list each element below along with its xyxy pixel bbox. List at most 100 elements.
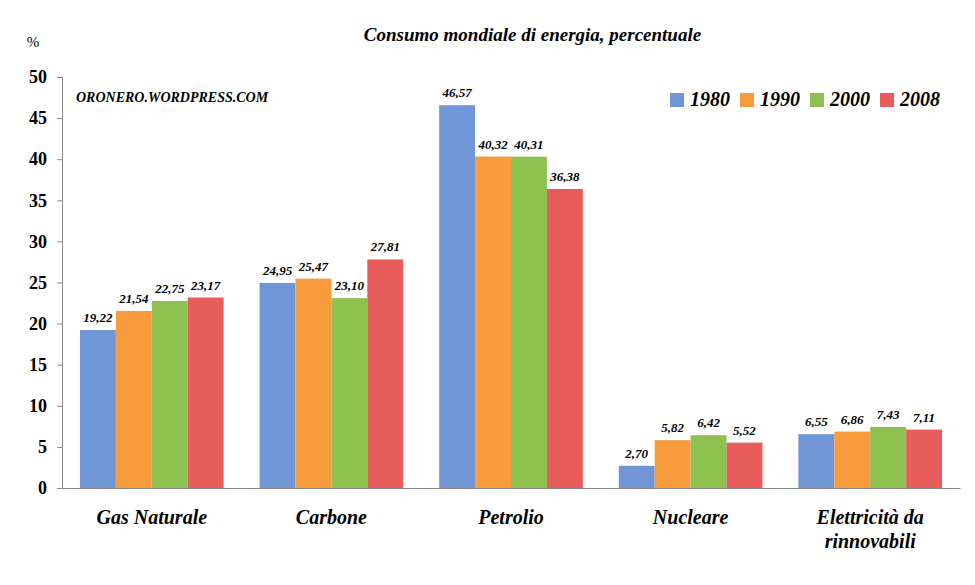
y-tick: 20 — [29, 314, 62, 334]
data-label: 7,11 — [913, 410, 935, 425]
data-label: 24,95 — [262, 263, 293, 278]
data-label: 23,10 — [334, 278, 365, 293]
x-tick: Petrolio — [477, 506, 544, 528]
x-axis: Gas Naturale Carbone Petrolio Nucleare Elett… — [63, 489, 961, 553]
bar — [475, 157, 511, 488]
bar — [655, 440, 691, 488]
bar — [691, 435, 727, 488]
y-tick-mark — [57, 159, 62, 160]
data-label: 27,81 — [370, 239, 400, 254]
legend-label: 2000 — [829, 88, 870, 110]
legend-item: 1990 — [740, 88, 800, 110]
data-label: 46,57 — [441, 85, 472, 100]
y-tick-mark — [57, 200, 62, 201]
legend-label: 1980 — [690, 88, 730, 110]
bar — [906, 430, 942, 488]
y-tick: 5 — [38, 437, 62, 457]
y-tick-mark — [57, 406, 62, 407]
bar — [80, 330, 116, 488]
y-tick-mark — [57, 447, 62, 448]
data-labels: 19,2224,9546,572,706,5521,5425,4740,325,… — [83, 85, 935, 461]
data-label: 40,32 — [477, 137, 508, 152]
bar — [367, 259, 403, 488]
x-tick: Gas Naturale — [97, 506, 208, 528]
y-tick: 0 — [38, 478, 62, 498]
legend-label: 1990 — [760, 88, 800, 110]
legend-swatch — [810, 93, 824, 107]
data-label: 6,42 — [697, 415, 720, 430]
data-label: 22,75 — [154, 281, 185, 296]
data-label: 23,17 — [190, 278, 221, 293]
bar — [152, 301, 188, 488]
series — [116, 157, 870, 488]
legend-item: 2000 — [810, 88, 870, 110]
legend: 1980 1990 2000 2008 — [670, 88, 940, 110]
y-tick-mark — [57, 488, 62, 489]
y-tick-label: 10 — [29, 396, 47, 416]
legend-swatch — [880, 93, 894, 107]
x-axis-line — [63, 488, 961, 489]
bar — [798, 434, 834, 488]
y-tick: 15 — [29, 355, 62, 375]
plot: 0 5 10 15 20 25 30 35 40 45 50 Gas Naturale Carbone P… — [29, 67, 961, 552]
y-tick: 30 — [29, 232, 62, 252]
y-axis: 0 5 10 15 20 25 30 35 40 45 50 — [29, 67, 63, 498]
chart: Consumo mondiale di energia, percentuale… — [0, 0, 975, 585]
y-tick-label: 30 — [29, 232, 47, 252]
y-tick-mark — [57, 77, 62, 78]
y-tick: 40 — [29, 149, 62, 169]
data-label: 7,43 — [877, 407, 900, 422]
legend-swatch — [670, 93, 684, 107]
y-tick-mark — [57, 241, 62, 242]
bar — [727, 443, 763, 488]
x-tick-label: Gas Naturale — [97, 506, 208, 528]
y-tick: 35 — [29, 191, 62, 211]
bar — [547, 189, 583, 488]
series — [80, 105, 834, 488]
legend-item: 1980 — [670, 88, 730, 110]
bar — [834, 432, 870, 488]
bar — [439, 105, 475, 488]
y-tick: 10 — [29, 396, 62, 416]
y-tick-label: 35 — [29, 191, 47, 211]
bar — [511, 157, 547, 488]
data-label: 40,31 — [513, 137, 543, 152]
x-tick-label: Petrolio — [477, 506, 544, 528]
y-tick-mark — [57, 283, 62, 284]
x-tick-label: Elettricità darinnovabili — [816, 506, 924, 552]
data-label: 25,47 — [298, 259, 329, 274]
x-tick: Carbone — [296, 506, 367, 528]
bar — [619, 466, 655, 488]
y-tick: 45 — [29, 108, 62, 128]
y-tick-label: 50 — [29, 67, 47, 87]
bar — [260, 283, 296, 488]
bar — [870, 427, 906, 488]
y-tick: 25 — [29, 273, 62, 293]
y-tick-label: 40 — [29, 149, 47, 169]
y-tick-label: 45 — [29, 108, 47, 128]
y-axis-line — [57, 78, 63, 489]
bar — [116, 311, 152, 488]
x-tick: Nucleare — [652, 506, 729, 528]
data-label: 36,38 — [549, 169, 580, 184]
y-tick-label: 20 — [29, 314, 47, 334]
y-tick-label: 25 — [29, 273, 47, 293]
y-axis-label: % — [27, 34, 40, 50]
data-label: 2,70 — [624, 446, 648, 461]
x-tick-label: Carbone — [296, 506, 367, 528]
data-label: 19,22 — [83, 310, 113, 325]
series — [188, 189, 942, 488]
y-tick-label: 0 — [38, 478, 47, 498]
x-tick-label: Nucleare — [652, 506, 729, 528]
data-label: 5,82 — [661, 420, 684, 435]
y-tick-mark — [57, 118, 62, 119]
data-label: 6,86 — [841, 412, 864, 427]
annotation: ORONERO.WORDPRESS.COM — [76, 90, 269, 105]
bars — [80, 105, 942, 488]
title: Consumo mondiale di energia, percentuale — [364, 24, 702, 45]
bar — [295, 279, 331, 488]
legend-item: 2008 — [880, 88, 940, 110]
legend-swatch — [740, 93, 754, 107]
bar — [331, 298, 367, 488]
y-tick-mark — [57, 324, 62, 325]
